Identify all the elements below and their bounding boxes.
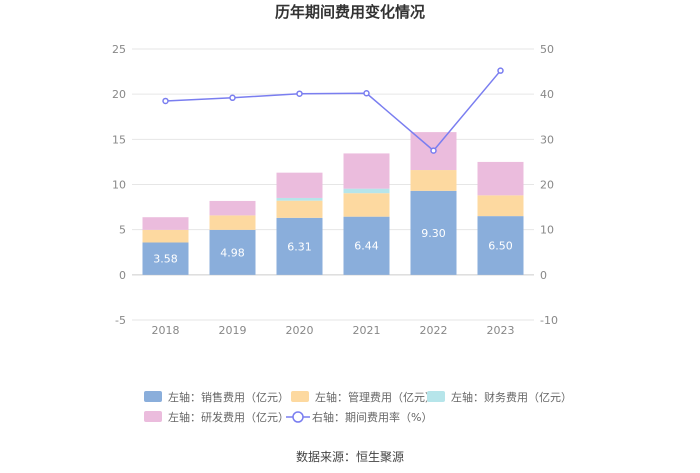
bar-segment xyxy=(343,193,390,217)
rate-point xyxy=(363,90,370,97)
category-label: 2023 xyxy=(487,324,515,337)
left-tick-label: 20 xyxy=(112,88,126,101)
left-tick-label: 10 xyxy=(112,179,126,192)
bar-segment xyxy=(343,188,390,194)
category-label: 2021 xyxy=(353,324,381,337)
bar-segment xyxy=(276,200,323,218)
bar-segment xyxy=(477,216,524,275)
legend-label: 左轴：研发费用（亿元） xyxy=(168,410,289,424)
bar-segment xyxy=(343,216,390,275)
bar-segment xyxy=(410,170,457,191)
rate-point xyxy=(162,97,169,105)
rate-point xyxy=(497,67,504,74)
bar-segment xyxy=(209,215,256,230)
legend-swatch xyxy=(144,391,162,402)
right-tick-label: 20 xyxy=(540,179,554,192)
left-tick-label: 25 xyxy=(112,43,126,56)
rate-point xyxy=(296,90,303,97)
right-tick-label: -10 xyxy=(540,314,558,327)
bar-data-label: 3.58 xyxy=(153,253,178,266)
legend-label: 右轴：期间费用率（%） xyxy=(312,410,432,424)
bar-segment xyxy=(142,242,189,275)
left-tick-label: 0 xyxy=(119,269,126,282)
legend-marker xyxy=(292,411,304,423)
legend-swatch xyxy=(291,391,309,402)
source-note: 数据来源：恒生聚源 xyxy=(296,449,404,464)
bar-segment xyxy=(343,153,390,189)
axis-ticks: 25 50 20 40 15 30 10 20 5 10 0 0 -5 -10 2018 2019 2020 20… xyxy=(112,43,558,337)
right-tick-label: 0 xyxy=(540,269,547,282)
left-tick-label: -5 xyxy=(115,314,126,327)
legend-label: 左轴：销售费用（亿元） xyxy=(168,390,289,404)
right-tick-label: 10 xyxy=(540,224,554,237)
bar-data-label: 6.31 xyxy=(287,240,312,253)
bar-segment xyxy=(209,229,256,275)
legend: 左轴：销售费用（亿元） 左轴：管理费用（亿元） 左轴：财务费用（亿元） 左轴：研发费用… xyxy=(144,390,572,424)
bar-segment xyxy=(276,197,323,201)
category-label: 2019 xyxy=(219,324,247,337)
bar-segment xyxy=(142,217,189,230)
legend-swatch xyxy=(427,391,445,402)
bar-segment xyxy=(410,190,457,275)
bars: 3.58 4.98 6.31 6.44 9.30 6.50 xyxy=(142,132,524,275)
rate-point xyxy=(430,147,437,154)
chart-title: 历年期间费用变化情况 xyxy=(275,3,425,21)
bar-data-label: 6.50 xyxy=(488,239,513,252)
bar-segment xyxy=(477,161,524,196)
left-tick-label: 15 xyxy=(112,133,126,146)
category-label: 2022 xyxy=(420,324,448,337)
left-tick-label: 5 xyxy=(119,224,126,237)
category-label: 2018 xyxy=(152,324,180,337)
rate-line xyxy=(162,67,504,154)
bar-data-label: 9.30 xyxy=(421,227,446,240)
rate-line-path xyxy=(165,70,502,152)
bar-segment xyxy=(276,172,323,198)
bar-segment xyxy=(209,200,256,216)
legend-label: 左轴：管理费用（亿元） xyxy=(315,390,436,404)
right-tick-label: 30 xyxy=(540,133,554,146)
bar-data-label: 6.44 xyxy=(354,240,379,253)
grid xyxy=(132,48,534,321)
legend-swatch xyxy=(144,411,162,422)
legend-label: 左轴：财务费用（亿元） xyxy=(451,390,572,404)
bar-segment xyxy=(142,229,189,243)
bar-segment xyxy=(276,217,323,275)
category-label: 2020 xyxy=(286,324,314,337)
rate-point xyxy=(229,94,236,102)
right-tick-label: 40 xyxy=(540,88,554,101)
right-tick-label: 50 xyxy=(540,43,554,56)
bar-segment xyxy=(477,195,524,217)
bar-data-label: 4.98 xyxy=(220,246,245,259)
